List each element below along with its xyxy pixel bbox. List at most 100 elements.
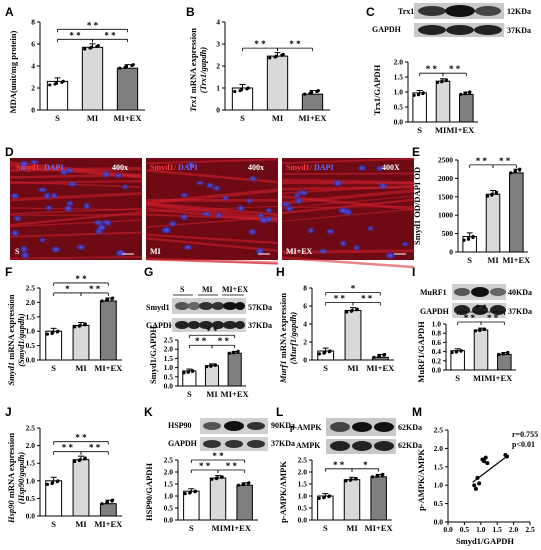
chart-i: 0.00.20.40.60.81.0S MIMI+EX* ** ** * xyxy=(432,303,516,383)
y-tick-label: 0.0 xyxy=(26,512,36,521)
data-point xyxy=(118,66,122,70)
x-tick-label: MIMI+EX xyxy=(473,373,513,383)
chart-g: 0.00.51.01.52.02.5S MI MI+EX* ** ** * xyxy=(164,326,250,399)
sig-star: * * xyxy=(75,433,87,443)
data-point xyxy=(78,458,82,462)
nucleus xyxy=(222,195,229,201)
nucleus xyxy=(358,165,367,171)
sig-star: * * xyxy=(69,30,81,40)
nucleus xyxy=(180,192,188,198)
ylabel-f-2: (Smyd1/gapdh) xyxy=(16,313,26,367)
x-tick-label: MI xyxy=(75,363,87,373)
data-point xyxy=(506,350,510,355)
data-point xyxy=(467,236,471,240)
data-point xyxy=(242,482,246,486)
nucleus xyxy=(37,187,48,193)
y-tick-label: 0.5 xyxy=(164,372,174,381)
data-point xyxy=(96,43,100,48)
x-tick-label: S xyxy=(55,113,60,123)
fiber xyxy=(281,157,415,165)
sig-star: * * xyxy=(361,294,373,304)
bar-mi xyxy=(344,310,362,361)
fiber xyxy=(281,185,415,191)
scatter-point xyxy=(482,459,487,464)
data-point xyxy=(232,350,236,354)
data-point xyxy=(513,169,517,173)
sig-star: * * xyxy=(226,461,238,471)
y-tick-label: 2.0 xyxy=(26,298,36,307)
bar-s xyxy=(412,92,427,123)
bar-mi xyxy=(204,365,220,387)
panel-letter-i: I xyxy=(412,265,415,279)
y-tick-label: 8 xyxy=(303,284,307,293)
chart-c: 0.0 0.5 1.0 1.5 2.0 S MIMI+EX * * * * xyxy=(394,58,478,135)
data-point xyxy=(281,52,285,56)
x-tick-label: MI+EX xyxy=(114,113,143,123)
nucleus xyxy=(281,201,291,207)
fiber xyxy=(145,237,279,252)
stain-label-3a: Smyd1 xyxy=(286,163,310,172)
fiber xyxy=(9,231,143,238)
data-point xyxy=(328,349,332,353)
y-tick-label: 2000 xyxy=(438,174,453,183)
y-tick-label: 0.2 xyxy=(432,356,442,365)
bar-mi xyxy=(209,477,227,521)
blot-c-label-2: GAPDH xyxy=(372,25,402,34)
nucleus xyxy=(20,165,28,171)
data-point xyxy=(349,478,353,482)
x-tick-label: S xyxy=(455,373,460,383)
y-tick-label: 2.5 xyxy=(26,424,36,433)
y-tick-label: 2.0 xyxy=(298,468,308,477)
data-point xyxy=(494,190,499,194)
y-tick-label: 0.5 xyxy=(164,504,174,513)
ylabel-h-tail: mRNA expression xyxy=(278,293,288,361)
fiber xyxy=(281,172,415,175)
data-point xyxy=(105,500,109,504)
panel-letter-k: K xyxy=(144,405,153,419)
blot-l-label-2: AMPK xyxy=(296,441,321,450)
nucleus xyxy=(237,205,245,212)
blot-i-label-1: MuRF1 xyxy=(420,288,447,297)
x-tick-label: S xyxy=(467,255,472,265)
nucleus xyxy=(114,173,123,178)
data-point xyxy=(220,475,224,479)
stain-label-3b: DAPI xyxy=(314,163,334,172)
fiber xyxy=(145,188,279,205)
nucleus xyxy=(215,212,223,218)
nucleus xyxy=(162,226,171,234)
blot-c-kda-2: 37KDa xyxy=(507,26,531,35)
data-point xyxy=(327,494,332,498)
data-point xyxy=(355,307,359,311)
y-tick-label: 2.5 xyxy=(164,336,174,345)
nucleus xyxy=(378,183,388,189)
nucleus xyxy=(21,251,30,259)
y-tick-label: 0.0 xyxy=(432,366,442,375)
nucleus xyxy=(66,200,74,206)
data-point xyxy=(111,498,115,502)
data-point xyxy=(350,308,354,313)
data-point xyxy=(462,238,466,242)
blot-l-kda-2: 62KDa xyxy=(398,441,422,450)
y-tick-label: 1000 xyxy=(438,211,453,220)
blot-g-label-1: Smyd1 xyxy=(146,303,170,312)
blot-k-kda-2: 37KDa xyxy=(271,439,295,448)
fiber xyxy=(281,256,415,269)
ylabel-g: Smyd1/GAPDH xyxy=(148,326,158,384)
ylabel-c: Trx1/GAPDH xyxy=(372,64,382,115)
data-point xyxy=(227,351,231,355)
data-point xyxy=(205,365,209,369)
y-tick-label: 2.0 xyxy=(164,468,174,477)
y-tick-label: 0.5 xyxy=(26,341,36,350)
ylabel-f: Smyd1 mRNA expression xyxy=(6,294,16,385)
data-point xyxy=(215,476,219,480)
y-tick-label: 0.4 xyxy=(432,347,442,356)
data-point xyxy=(210,477,214,481)
nucleus xyxy=(293,192,301,198)
nucleus xyxy=(295,197,303,205)
chart-b: 0 1 2 3 4 S MI MI+EX * * * * xyxy=(216,18,330,123)
y-tick-label: 0.0 xyxy=(434,518,444,527)
y-tick-label: 6 xyxy=(31,40,35,49)
data-point xyxy=(303,92,307,96)
sig-star: * * xyxy=(487,313,499,323)
y-tick-label: 1.5 xyxy=(26,312,36,321)
